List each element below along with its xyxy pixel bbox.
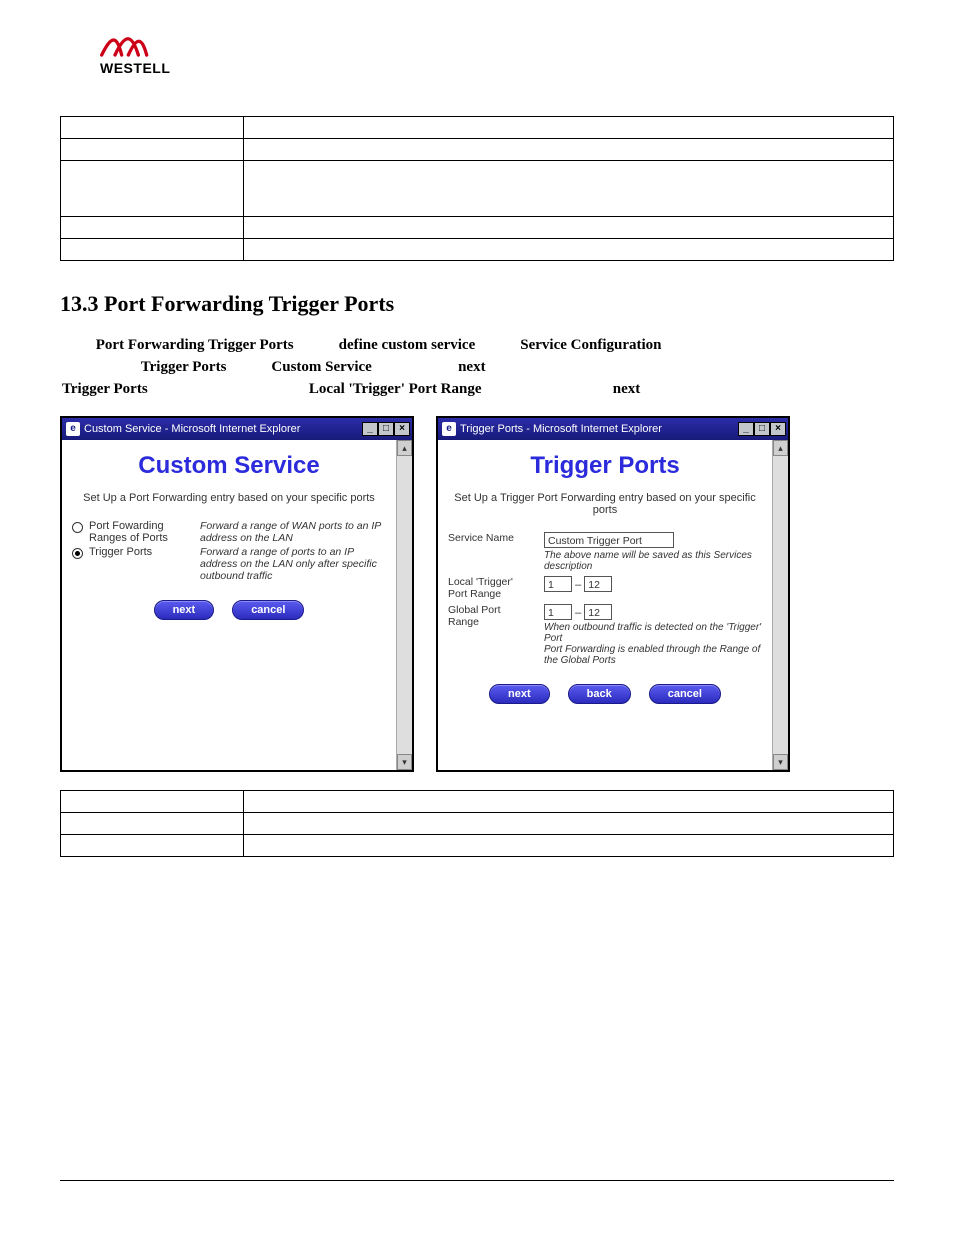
window-close-button[interactable]: × <box>394 422 410 436</box>
bold-term: Custom Service <box>271 359 371 375</box>
scroll-up-icon[interactable]: ▴ <box>397 440 412 456</box>
cell <box>61 217 244 239</box>
spec-table-1 <box>60 116 894 261</box>
brand-name: WESTELL <box>100 60 894 76</box>
service-name-input[interactable]: Custom Trigger Port <box>544 532 674 548</box>
back-button[interactable]: back <box>568 684 631 704</box>
window-titlebar: e Custom Service - Microsoft Internet Ex… <box>62 418 412 440</box>
window-title: Custom Service - Microsoft Internet Expl… <box>84 423 362 435</box>
bold-term: Trigger Ports <box>141 359 227 375</box>
option-label: Port Fowarding Ranges of Ports <box>89 520 192 544</box>
window-titlebar: e Trigger Ports - Microsoft Internet Exp… <box>438 418 788 440</box>
trigger-ports-window: e Trigger Ports - Microsoft Internet Exp… <box>436 416 790 772</box>
cell <box>244 161 894 217</box>
window-title: Trigger Ports - Microsoft Internet Explo… <box>460 423 738 435</box>
table-row <box>61 835 894 857</box>
cell <box>61 139 244 161</box>
table-row <box>61 791 894 813</box>
table-row <box>61 217 894 239</box>
section-heading: 13.3 Port Forwarding Trigger Ports <box>60 291 894 317</box>
global-range-from-input[interactable]: 1 <box>544 604 572 620</box>
global-range-label: Global Port Range <box>448 604 534 666</box>
table-row <box>61 239 894 261</box>
panel-title: Trigger Ports <box>448 452 762 480</box>
cell <box>244 139 894 161</box>
vertical-scrollbar[interactable]: ▴ ▾ <box>772 440 788 770</box>
ie-icon: e <box>66 422 80 436</box>
option-port-forwarding-ranges[interactable]: Port Fowarding Ranges of Ports Forward a… <box>72 520 386 544</box>
custom-service-window: e Custom Service - Microsoft Internet Ex… <box>60 416 414 772</box>
bold-term: next <box>613 381 641 397</box>
local-range-to-input[interactable]: 12 <box>584 576 612 592</box>
global-range-to-input[interactable]: 12 <box>584 604 612 620</box>
cell <box>244 835 894 857</box>
next-button[interactable]: next <box>154 600 215 620</box>
bold-term: Local 'Trigger' Port Range <box>309 381 482 397</box>
panel-subtitle: Set Up a Port Forwarding entry based on … <box>78 492 380 504</box>
option-label: Trigger Ports <box>89 546 152 558</box>
option-description: Forward a range of ports to an IP addres… <box>200 546 386 582</box>
radio-icon[interactable] <box>72 548 83 559</box>
cell <box>244 791 894 813</box>
option-description: Forward a range of WAN ports to an IP ad… <box>200 520 386 544</box>
vertical-scrollbar[interactable]: ▴ ▾ <box>396 440 412 770</box>
spec-table-2 <box>60 790 894 857</box>
bold-term: Trigger Ports <box>62 381 148 397</box>
range-separator: – <box>575 607 581 619</box>
window-maximize-button[interactable]: □ <box>754 422 770 436</box>
cell <box>61 835 244 857</box>
cell <box>61 791 244 813</box>
narrative-paragraph: Port Forwarding Trigger Ports define cus… <box>60 335 894 400</box>
scroll-down-icon[interactable]: ▾ <box>773 754 788 770</box>
local-range-from-input[interactable]: 1 <box>544 576 572 592</box>
table-row <box>61 117 894 139</box>
global-range-hint: When outbound traffic is detected on the… <box>544 622 762 666</box>
bold-term: next <box>458 359 486 375</box>
cell <box>61 117 244 139</box>
cell <box>244 813 894 835</box>
service-name-row: Service Name Custom Trigger Port The abo… <box>448 532 762 572</box>
table-row <box>61 161 894 217</box>
service-name-label: Service Name <box>448 532 534 572</box>
screenshot-windows-row: e Custom Service - Microsoft Internet Ex… <box>60 416 894 772</box>
cell <box>61 161 244 217</box>
window-minimize-button[interactable]: _ <box>362 422 378 436</box>
option-trigger-ports[interactable]: Trigger Ports Forward a range of ports t… <box>72 546 386 582</box>
bold-term: Port Forwarding Trigger Ports <box>96 337 294 353</box>
global-port-range-row: Global Port Range 1 – 12 When outbound t… <box>448 604 762 666</box>
table-row <box>61 813 894 835</box>
scroll-up-icon[interactable]: ▴ <box>773 440 788 456</box>
cell <box>244 117 894 139</box>
bold-term: define custom service <box>339 337 476 353</box>
next-button[interactable]: next <box>489 684 550 704</box>
footer-rule <box>60 1180 894 1181</box>
local-range-label: Local 'Trigger' Port Range <box>448 576 534 600</box>
range-separator: – <box>575 579 581 591</box>
cell <box>244 239 894 261</box>
cancel-button[interactable]: cancel <box>649 684 721 704</box>
service-name-hint: The above name will be saved as this Ser… <box>544 550 762 572</box>
radio-icon[interactable] <box>72 522 83 533</box>
window-minimize-button[interactable]: _ <box>738 422 754 436</box>
window-maximize-button[interactable]: □ <box>378 422 394 436</box>
westell-swoosh-icon <box>100 30 150 60</box>
cell <box>61 813 244 835</box>
window-close-button[interactable]: × <box>770 422 786 436</box>
cell <box>61 239 244 261</box>
table-row <box>61 139 894 161</box>
local-trigger-range-row: Local 'Trigger' Port Range 1 – 12 <box>448 576 762 600</box>
panel-title: Custom Service <box>72 452 386 480</box>
scroll-down-icon[interactable]: ▾ <box>397 754 412 770</box>
brand-logo: WESTELL <box>60 30 894 76</box>
bold-term: Service Configuration <box>520 337 661 353</box>
cell <box>244 217 894 239</box>
cancel-button[interactable]: cancel <box>232 600 304 620</box>
panel-subtitle: Set Up a Trigger Port Forwarding entry b… <box>454 492 756 516</box>
ie-icon: e <box>442 422 456 436</box>
